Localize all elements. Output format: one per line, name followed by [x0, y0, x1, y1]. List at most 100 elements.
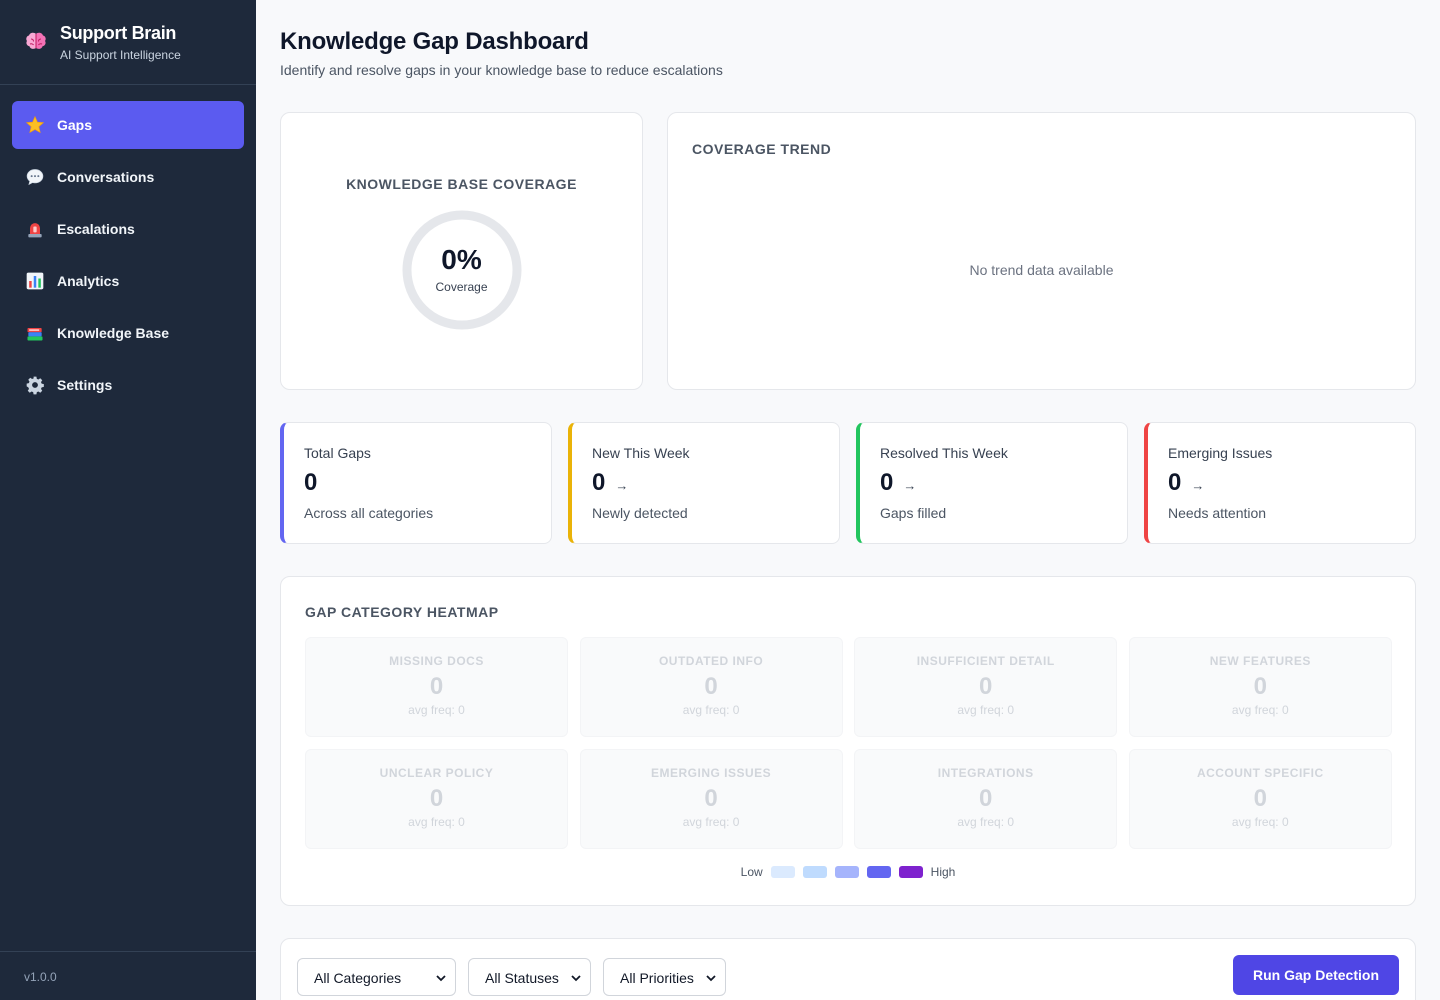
heatmap-cell-name: Outdated Info: [658, 654, 764, 668]
heatmap-cell-count: 0: [704, 785, 718, 812]
stat-value: 0: [880, 469, 894, 496]
heatmap-cell-emerging-issues[interactable]: Emerging Issues 0 avg freq: 0: [579, 749, 843, 849]
priority-select-value: All Priorities: [620, 970, 694, 986]
heatmap-cell-new-features[interactable]: New Features 0 avg freq: 0: [1128, 637, 1392, 737]
chevron-down-icon: [570, 971, 582, 987]
sidebar-nav: Gaps Conversations Escalations Analytics…: [0, 85, 256, 409]
heatmap-cell-name: New Features: [1209, 654, 1311, 668]
legend-swatch: [802, 866, 827, 878]
trend-empty-message: No trend data available: [969, 262, 1114, 278]
sidebar-item-label: Escalations: [57, 221, 135, 237]
trend-arrow-icon: →: [903, 478, 917, 493]
stat-value: 0: [1168, 469, 1182, 496]
heatmap-label: Gap Category Heatmap: [305, 604, 499, 620]
legend-low-label: Low: [740, 865, 763, 879]
heatmap-cell-freq: avg freq: 0: [408, 703, 465, 717]
legend-high-label: High: [930, 865, 956, 879]
sidebar-item-escalations[interactable]: Escalations: [12, 205, 244, 253]
category-select[interactable]: All Categories: [297, 958, 456, 996]
sidebar-item-label: Settings: [57, 377, 113, 393]
heatmap-cell-freq: avg freq: 0: [957, 703, 1015, 717]
heatmap-cell-count: 0: [429, 673, 444, 700]
heatmap-cell-count: 0: [979, 673, 993, 700]
heatmap-legend: Low High: [281, 865, 1415, 879]
sidebar-item-label: Conversations: [57, 169, 155, 185]
heatmap-cell-outdated-info[interactable]: Outdated Info 0 avg freq: 0: [579, 637, 843, 737]
heatmap-cell-freq: avg freq: 0: [682, 703, 740, 717]
brand: Support Brain AI Support Intelligence: [0, 0, 256, 85]
heatmap-cell-count: 0: [1253, 785, 1267, 812]
siren-icon: [24, 218, 46, 240]
heatmap-grid: Missing Docs 0 avg freq: 0 Outdated Info…: [305, 637, 1392, 849]
heatmap-cell-unclear-policy[interactable]: Unclear Policy 0 avg freq: 0: [305, 749, 568, 849]
coverage-value: 0%: [441, 244, 482, 275]
stat-label: Emerging Issues: [1168, 445, 1273, 461]
bar-chart-icon: [24, 270, 46, 292]
speech-bubble-icon: [24, 166, 46, 188]
coverage-caption: Coverage: [435, 280, 488, 294]
heatmap-cell-name: Emerging Issues: [651, 766, 772, 780]
coverage-card: Knowledge Base Coverage 0% Coverage: [280, 112, 643, 390]
sidebar-item-settings[interactable]: Settings: [12, 361, 244, 409]
stat-label: Total Gaps: [304, 445, 371, 461]
app-title: Support Brain: [60, 22, 177, 43]
stat-value: 0: [304, 469, 318, 496]
heatmap-cell-insufficient-detail[interactable]: Insufficient Detail 0 avg freq: 0: [854, 637, 1118, 737]
heatmap-cell-name: Integrations: [937, 766, 1034, 780]
status-select[interactable]: All Statuses: [468, 958, 591, 996]
heatmap-cell-name: Account Specific: [1196, 766, 1324, 780]
legend-swatch: [898, 866, 923, 878]
stat-label: New This Week: [592, 445, 690, 461]
stat-caption: Newly detected: [592, 505, 688, 521]
page-subtitle: Identify and resolve gaps in your knowle…: [280, 62, 723, 78]
status-select-value: All Statuses: [485, 970, 559, 986]
star-icon: [24, 114, 46, 136]
filter-bar: All Categories All Statuses All Prioriti…: [280, 938, 1416, 1000]
legend-swatch: [770, 866, 795, 878]
category-select-value: All Categories: [314, 970, 402, 986]
stat-caption: Across all categories: [304, 505, 434, 521]
heatmap-cell-count: 0: [704, 673, 718, 700]
stat-card-total-gaps: Total Gaps 0 Across all categories: [280, 422, 552, 544]
heatmap-cell-count: 0: [1253, 673, 1267, 700]
heatmap-cell-name: Missing Docs: [389, 654, 484, 668]
sidebar-item-conversations[interactable]: Conversations: [12, 153, 244, 201]
stat-caption: Needs attention: [1168, 505, 1267, 521]
legend-swatch: [866, 866, 891, 878]
page-title: Knowledge Gap Dashboard: [280, 28, 589, 55]
heatmap-cell-name: Insufficient Detail: [916, 654, 1055, 668]
books-icon: [24, 322, 46, 344]
heatmap-card: Gap Category Heatmap Missing Docs 0 avg …: [280, 576, 1416, 906]
app-subtitle: AI Support Intelligence: [60, 47, 181, 62]
heatmap-cell-missing-docs[interactable]: Missing Docs 0 avg freq: 0: [305, 637, 568, 737]
heatmap-cell-integrations[interactable]: Integrations 0 avg freq: 0: [854, 749, 1118, 849]
run-gap-detection-button[interactable]: Run Gap Detection: [1233, 955, 1399, 995]
stat-label: Resolved This Week: [880, 445, 1008, 461]
trend-arrow-icon: →: [615, 478, 629, 493]
sidebar-item-analytics[interactable]: Analytics: [12, 257, 244, 305]
heatmap-cell-count: 0: [429, 785, 444, 812]
coverage-trend-card: Coverage Trend No trend data available: [667, 112, 1416, 390]
brain-icon: [24, 30, 48, 54]
chevron-down-icon: [705, 971, 717, 987]
heatmap-cell-freq: avg freq: 0: [1231, 815, 1289, 829]
heatmap-cell-name: Unclear Policy: [379, 766, 494, 780]
priority-select[interactable]: All Priorities: [603, 958, 726, 996]
stat-value: 0: [592, 469, 606, 496]
legend-swatch: [834, 866, 859, 878]
stat-caption: Gaps filled: [880, 505, 947, 521]
heatmap-cell-freq: avg freq: 0: [408, 815, 465, 829]
sidebar-item-label: Knowledge Base: [57, 325, 170, 341]
heatmap-cell-freq: avg freq: 0: [957, 815, 1015, 829]
trend-label: Coverage Trend: [692, 141, 832, 157]
heatmap-cell-freq: avg freq: 0: [682, 815, 740, 829]
sidebar-item-label: Gaps: [57, 117, 93, 133]
sidebar: Support Brain AI Support Intelligence Ga…: [0, 0, 256, 1000]
coverage-ring: 0% Coverage: [402, 210, 522, 330]
main-content: Knowledge Gap Dashboard Identify and res…: [256, 0, 1440, 1000]
heatmap-cell-account-specific[interactable]: Account Specific 0 avg freq: 0: [1128, 749, 1392, 849]
sidebar-item-gaps[interactable]: Gaps: [12, 101, 244, 149]
coverage-label: Knowledge Base Coverage: [346, 176, 577, 192]
sidebar-item-knowledge-base[interactable]: Knowledge Base: [12, 309, 244, 357]
stat-card-resolved-this-week: Resolved This Week 0 → Gaps filled: [856, 422, 1128, 544]
